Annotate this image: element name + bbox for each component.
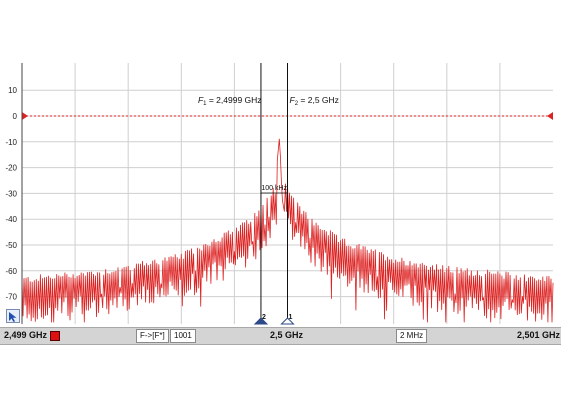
marker-id-label: 1: [289, 314, 293, 321]
y-tick-label: -40: [5, 215, 17, 224]
mode-button[interactable]: F->[F*]: [136, 329, 169, 343]
stop-frequency[interactable]: 2,501 GHz: [517, 330, 561, 340]
y-tick-label: -10: [5, 138, 17, 147]
marker-handle-2[interactable]: [253, 317, 269, 325]
reference-left-handle[interactable]: [22, 112, 28, 120]
spectrum-plot[interactable]: 10 0 -10 -20 -30 -40 -50 -60 -70 2 F1 = 2,4999 GH…: [0, 0, 561, 327]
marker-frequency-label: F1 = 2,4999 GHz: [198, 95, 262, 107]
y-tick-label: 10: [8, 86, 17, 95]
trace-color-swatch[interactable]: [50, 331, 60, 341]
y-tick-label: 0: [13, 112, 18, 121]
y-tick-label: -30: [5, 189, 17, 198]
span-field[interactable]: 2 MHz: [396, 329, 428, 343]
delta-label: 100 kHz: [261, 185, 287, 192]
marker-id-label: 2: [262, 314, 266, 321]
points-field[interactable]: 1001: [170, 329, 196, 343]
y-tick-label: -50: [5, 241, 17, 250]
y-tick-label: -20: [5, 164, 17, 173]
start-frequency[interactable]: 2,499 GHz: [4, 330, 48, 340]
status-bar: 2,499 GHz F->[F*] 1001 2,5 GHz 2 MHz 2,5…: [0, 327, 561, 345]
y-tick-labels: 10 0 -10 -20 -30 -40 -50 -60 -70: [5, 86, 17, 301]
marker-handle-1[interactable]: [280, 317, 295, 325]
cursor-tool-icon[interactable]: [6, 309, 20, 323]
y-tick-label: -70: [5, 293, 17, 302]
markers[interactable]: 2 F1 = 2,4999 GHz 1 F2 = 2,5 GHz 100 kHz: [198, 63, 339, 325]
reference-right-handle[interactable]: [547, 112, 553, 120]
y-tick-label: -60: [5, 267, 17, 276]
center-frequency[interactable]: 2,5 GHz: [270, 330, 304, 340]
marker-frequency-label: F2 = 2,5 GHz: [290, 95, 339, 107]
